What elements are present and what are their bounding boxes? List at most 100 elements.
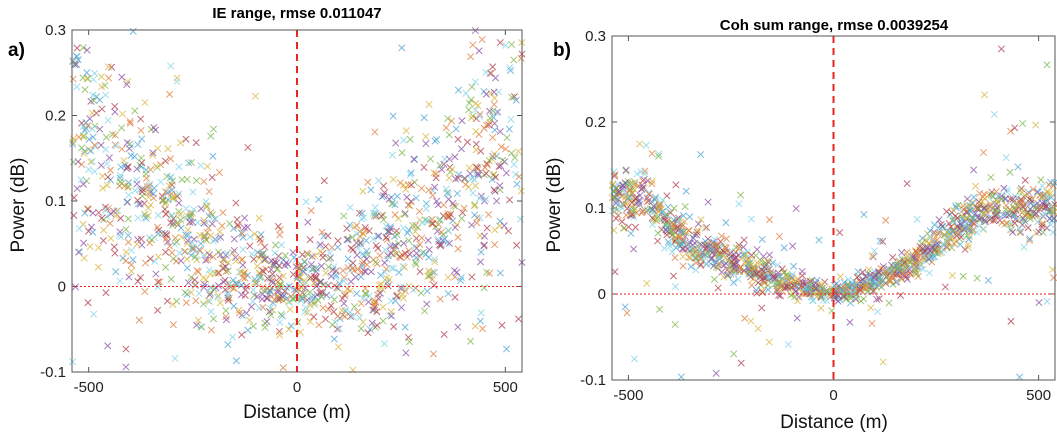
panel-a-point [161, 157, 170, 165]
panel-a-point [491, 226, 499, 234]
panel-a-point [169, 321, 177, 329]
panel-a-point [497, 143, 505, 151]
panel-a-point [271, 249, 279, 257]
panel-b-point [735, 200, 743, 208]
panel-a-point [200, 219, 208, 227]
panel-a-point [296, 328, 304, 336]
panel-b-point [971, 182, 980, 190]
panel-a-point [381, 246, 389, 254]
panel-b-point [899, 269, 907, 277]
panel-b-point [934, 230, 942, 238]
panel-b-point [1006, 195, 1014, 203]
panel-b-point [1019, 214, 1027, 222]
panel-b-point [660, 244, 668, 253]
panel-a-point [234, 221, 242, 229]
panel-a-point [116, 171, 124, 179]
panel-a-point [257, 273, 265, 281]
panel-a-point [508, 40, 516, 49]
panel-b-point [669, 272, 678, 280]
panel-b-point [675, 215, 683, 223]
panel-b-point [664, 203, 672, 211]
panel-a-point [249, 286, 257, 294]
panel-a-point [87, 223, 96, 231]
panel-a-point [489, 133, 497, 142]
panel-a-point [167, 62, 175, 70]
panel-a-point [438, 166, 446, 174]
panel-a-point [357, 299, 365, 308]
panel-a-point [465, 106, 473, 114]
panel-a-point [224, 258, 232, 267]
panel-a-point [479, 325, 487, 333]
panel-a-point [162, 263, 170, 271]
panel-a-point [360, 214, 368, 222]
panel-a-point [389, 175, 397, 183]
panel-a-point [199, 300, 207, 308]
panel-b-point [1032, 121, 1040, 129]
panel-b-point [704, 198, 712, 206]
panel-a-point [77, 176, 85, 184]
panel-b-point [980, 210, 988, 218]
panel-a-point [388, 151, 396, 159]
panel-a-point [389, 264, 397, 272]
panel-a-point [122, 248, 130, 256]
panel-b-xtick-label: 0 [829, 387, 837, 404]
panel-a-point [366, 325, 374, 334]
panel-a-point [164, 145, 172, 153]
panel-a-point [517, 187, 525, 195]
panel-a-point [498, 321, 506, 329]
panel-a-point [312, 273, 320, 281]
panel-b-point [1043, 61, 1051, 69]
panel-a-point [266, 274, 274, 282]
panel-a-point [489, 63, 497, 71]
panel-b-point [1020, 207, 1028, 215]
panel-a-point [206, 291, 214, 299]
panel-b-point [875, 295, 883, 303]
panel-a-point [209, 152, 217, 160]
panel-b-point [1038, 220, 1046, 228]
panel-b-point [907, 263, 915, 271]
panel-b-point [623, 309, 631, 317]
panel-a-point [310, 265, 318, 273]
panel-a-point [104, 63, 113, 71]
panel-b-point [758, 267, 766, 275]
panel-a-point [90, 97, 98, 105]
panel-b-point [1019, 203, 1027, 211]
panel-b-point [780, 269, 788, 277]
panel-b-point [854, 268, 862, 276]
panel-a-point [370, 212, 378, 220]
panel-a-point [350, 266, 358, 275]
panel-b-point [609, 207, 617, 215]
panel-b-point [778, 265, 786, 273]
panel-a-point [372, 258, 380, 266]
panel-b-point [637, 168, 645, 176]
panel-a-point [221, 286, 229, 294]
panel-a-point [334, 343, 343, 351]
panel-b-point [885, 299, 893, 307]
panel-a-point [187, 273, 195, 281]
panel-a-point [301, 308, 309, 316]
panel-a-point [377, 280, 385, 288]
panel-b-point [653, 217, 661, 225]
panel-b-point [765, 251, 774, 259]
panel-b-point [780, 244, 788, 252]
panel-a-point [133, 180, 141, 188]
panel-a-point [359, 187, 367, 195]
panel-a-point [199, 274, 207, 282]
panel-a-point [89, 133, 97, 141]
panel-b-point [940, 240, 948, 248]
panel-b-point [769, 259, 777, 267]
panel-b-point [873, 295, 881, 303]
panel-b-point [941, 283, 949, 291]
panel-a-title: IE range, rmse 0.011047 [212, 5, 381, 22]
panel-b-point [1014, 163, 1022, 171]
panel-a-point [266, 304, 274, 312]
panel-a-point [502, 345, 511, 353]
panel-b-point [634, 182, 642, 190]
panel-b-point [1043, 297, 1051, 305]
panel-a-point [192, 139, 200, 147]
panel-a-point [324, 232, 332, 240]
panel-a-point [496, 39, 504, 47]
panel-a-point [102, 133, 110, 141]
panel-b-point [623, 205, 631, 213]
panel-b-point [748, 251, 756, 259]
